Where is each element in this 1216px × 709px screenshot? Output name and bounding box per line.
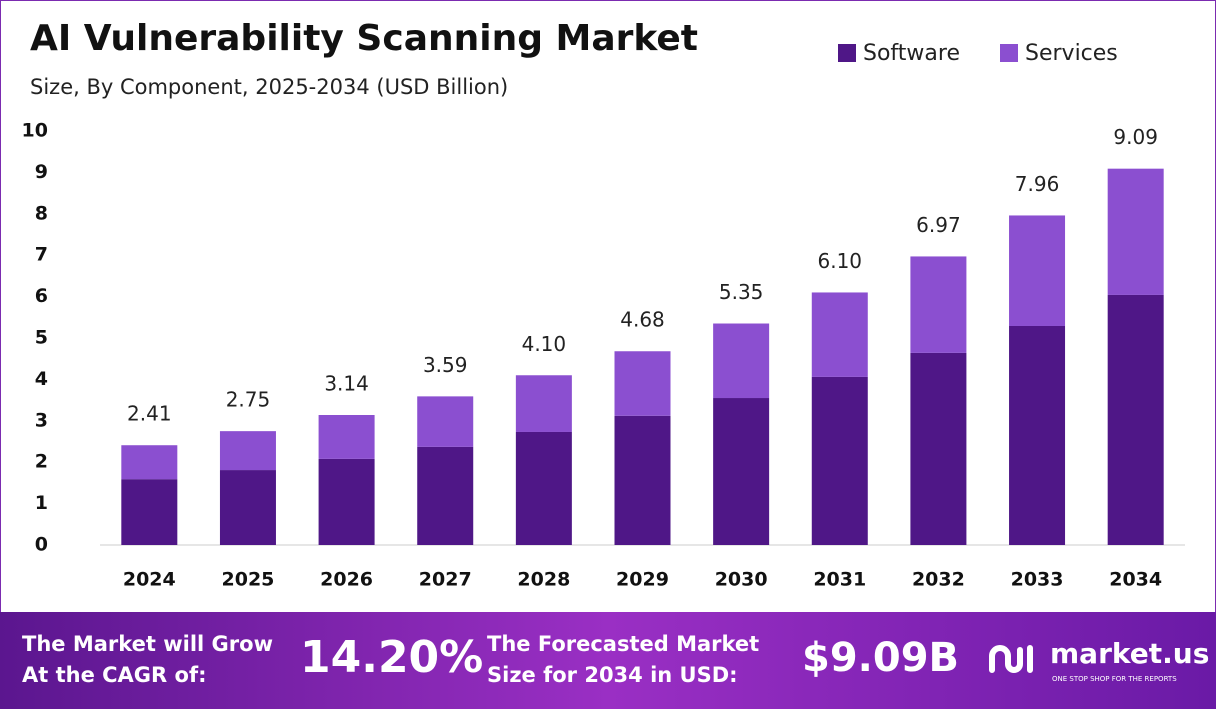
total-label: 4.68 [620,308,665,332]
y-tick-label: 10 [22,120,48,142]
y-tick-label: 9 [35,161,48,183]
footer-text: At the CAGR of: [22,663,207,687]
legend-swatch [1000,44,1018,62]
brand: market.us [1050,637,1209,670]
footer-forecast: $9.09B [802,635,959,681]
y-tick-label: 1 [35,492,48,514]
bar-segment [1009,215,1066,326]
bar-segment [614,415,671,545]
x-tick-label: 2029 [616,569,669,591]
x-tick-label: 2024 [123,569,176,591]
bar-segment [1107,294,1164,545]
x-tick-label: 2032 [912,569,965,591]
bar-segment [910,352,967,545]
tagline: ONE STOP SHOP FOR THE REPORTS [1052,675,1177,683]
total-label: 5.35 [719,280,764,304]
y-tick-label: 7 [35,244,48,266]
bar-segment [515,431,572,545]
footer-banner [0,612,1216,709]
x-tick-label: 2033 [1011,569,1064,591]
bar-segment [417,446,474,545]
bar-segment [614,351,671,416]
bar-segment [219,470,276,545]
y-tick-label: 6 [35,285,48,307]
legend-swatch [838,44,856,62]
bar-segment [713,323,770,399]
footer-cagr: 14.20% [300,632,483,683]
total-label: 3.14 [324,372,369,396]
bar-segment [417,396,474,447]
bar-segment [910,256,967,353]
total-label: 4.10 [522,332,567,356]
bar-segment [121,445,178,480]
total-label: 2.75 [226,388,271,412]
x-tick-label: 2025 [222,569,275,591]
x-tick-label: 2027 [419,569,472,591]
bar-segment [121,479,178,545]
y-tick-label: 0 [35,534,48,556]
total-label: 3.59 [423,353,468,377]
total-label: 7.96 [1015,172,1060,196]
bar-segment [811,292,868,377]
total-label: 6.10 [818,249,863,273]
bar-segment [713,398,770,545]
bar-segment [811,376,868,545]
chart-title: AI Vulnerability Scanning Market [30,18,698,59]
bar-segment [515,375,572,432]
legend-label: Services [1025,41,1118,66]
bar-segment [1009,325,1066,545]
total-label: 2.41 [127,402,172,426]
chart-subtitle: Size, By Component, 2025-2034 (USD Billi… [30,75,508,99]
total-label: 9.09 [1113,125,1158,149]
bar-segment [318,415,375,459]
bar-segment [219,431,276,471]
y-tick-label: 3 [35,409,48,431]
x-tick-label: 2028 [517,569,570,591]
total-label: 6.97 [916,213,961,237]
x-tick-label: 2030 [715,569,768,591]
x-tick-label: 2034 [1109,569,1162,591]
y-tick-label: 4 [35,368,48,390]
x-tick-label: 2031 [813,569,866,591]
y-tick-label: 2 [35,451,48,473]
bar-segment [1107,168,1164,295]
footer-text: Size for 2034 in USD: [487,663,738,687]
bar-segment [318,458,375,545]
y-tick-label: 8 [35,202,48,224]
legend-label: Software [863,41,960,66]
logo-icon [989,645,1033,673]
y-tick-label: 5 [35,327,48,349]
x-tick-label: 2026 [320,569,373,591]
footer-text: The Forecasted Market [487,632,759,656]
footer-text: The Market will Grow [22,632,273,656]
